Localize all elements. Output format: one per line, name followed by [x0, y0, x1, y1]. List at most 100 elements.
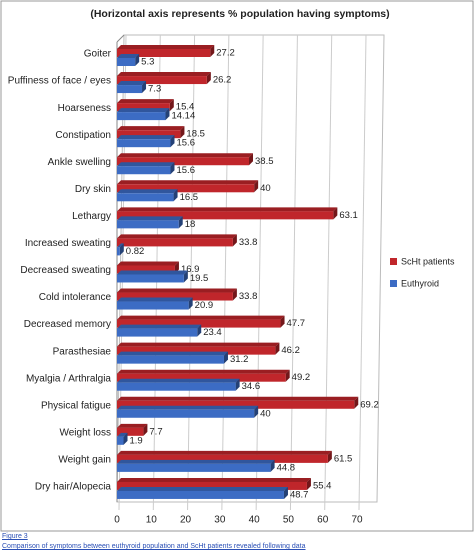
bar-side: [170, 162, 175, 175]
y-tick-label: Goiter: [84, 49, 112, 60]
bar-top: [117, 207, 338, 212]
y-tick-label: Physical fatigue: [41, 400, 111, 411]
chart: (Horizontal axis represents % population…: [0, 0, 474, 532]
bar-side: [354, 396, 359, 409]
value-label: 40: [260, 408, 271, 419]
value-label: 46.2: [281, 345, 300, 356]
bar: [117, 103, 170, 112]
bar-side: [306, 477, 311, 490]
bar: [117, 274, 184, 283]
value-label: 7.3: [148, 84, 161, 95]
bar-top: [117, 396, 359, 401]
value-label: 31.2: [230, 354, 249, 365]
bar: [117, 139, 171, 148]
grid-line: [289, 34, 298, 511]
bar-side: [178, 216, 183, 229]
bar-top: [117, 486, 288, 491]
bar: [117, 328, 198, 337]
chart-frame: [0, 0, 474, 532]
grid-line: [358, 34, 367, 511]
y-tick-label: Dry hair/Alopecia: [35, 482, 112, 493]
bar-side: [119, 243, 124, 256]
bar-top: [117, 108, 170, 113]
y-tick-label: Hoarseness: [58, 103, 111, 114]
value-label: 23.4: [203, 327, 222, 338]
caption-label[interactable]: Figure 3: [2, 533, 28, 540]
value-label: 48.7: [290, 489, 309, 500]
bar-side: [280, 315, 285, 328]
bar-top: [117, 135, 175, 140]
value-label: 38.5: [255, 156, 274, 167]
y-tick-label: Decreased sweating: [20, 265, 111, 276]
x-tick-label: 20: [180, 515, 192, 526]
bar-top: [117, 405, 259, 410]
y-tick-label: Ankle swelling: [48, 157, 111, 168]
value-label: 40: [260, 183, 271, 194]
bar: [117, 184, 255, 193]
y-tick-label: Decreased memory: [24, 319, 111, 330]
bar-top: [117, 378, 240, 383]
bar-top: [117, 324, 202, 329]
y-tick-label: Myalgia / Arthralgia: [26, 373, 111, 384]
caption-text[interactable]: Comparison of symptoms between euthyroid…: [2, 543, 306, 550]
value-label: 44.8: [277, 462, 296, 473]
grid-line: [187, 34, 196, 511]
bar: [117, 463, 271, 472]
y-tick-label: Increased sweating: [25, 238, 111, 249]
bar: [117, 382, 236, 391]
value-label: 20.9: [195, 300, 214, 311]
bar: [117, 58, 136, 66]
bar: [117, 211, 334, 220]
bar-top: [117, 162, 175, 167]
legend-swatch: [390, 258, 397, 265]
bar: [117, 265, 175, 274]
bar-top: [117, 351, 228, 356]
bar: [117, 292, 233, 301]
bar-side: [232, 234, 237, 247]
bar: [117, 112, 166, 121]
bar: [117, 157, 249, 166]
value-label: 63.1: [339, 210, 358, 221]
bar-top: [117, 297, 193, 302]
bar-side: [285, 369, 290, 382]
chart-title: (Horizontal axis represents % population…: [90, 8, 389, 20]
value-label: 49.2: [292, 372, 311, 383]
grid-line: [324, 34, 333, 511]
bar-top: [117, 315, 285, 320]
x-tick-label: 30: [214, 515, 226, 526]
bar-side: [275, 342, 280, 355]
bar-top: [117, 99, 174, 104]
bar-top: [117, 477, 311, 482]
bar: [117, 238, 233, 247]
value-label: 19.5: [190, 273, 209, 284]
y-tick-label: Cold intolerance: [39, 292, 112, 303]
value-label: 55.4: [313, 480, 332, 491]
bar-top: [117, 180, 259, 185]
bar-side: [249, 153, 253, 166]
y-tick-label: Constipation: [55, 130, 111, 141]
x-tick-label: 0: [114, 515, 120, 526]
bar: [117, 319, 281, 328]
bar-top: [117, 369, 290, 374]
y-tick-label: Parasthesiae: [53, 346, 112, 357]
bar-side: [327, 450, 332, 463]
value-label: 15.6: [176, 138, 195, 149]
bar-side: [210, 45, 215, 57]
value-label: 27.2: [216, 48, 235, 59]
bar-top: [117, 261, 179, 266]
bar: [117, 49, 211, 57]
bar-top: [117, 126, 185, 131]
bar: [117, 166, 171, 175]
bar-top: [117, 153, 253, 158]
y-tick-label: Lethargy: [72, 211, 111, 222]
bar-top: [117, 81, 147, 86]
value-label: 16.5: [180, 192, 199, 203]
bar-top: [117, 234, 237, 239]
x-tick-label: 10: [146, 515, 158, 526]
value-label: 15.4: [176, 102, 195, 113]
bar-side: [333, 207, 338, 220]
bar: [117, 427, 144, 436]
bar-top: [117, 342, 280, 347]
legend-label: ScHt patients: [401, 256, 455, 266]
